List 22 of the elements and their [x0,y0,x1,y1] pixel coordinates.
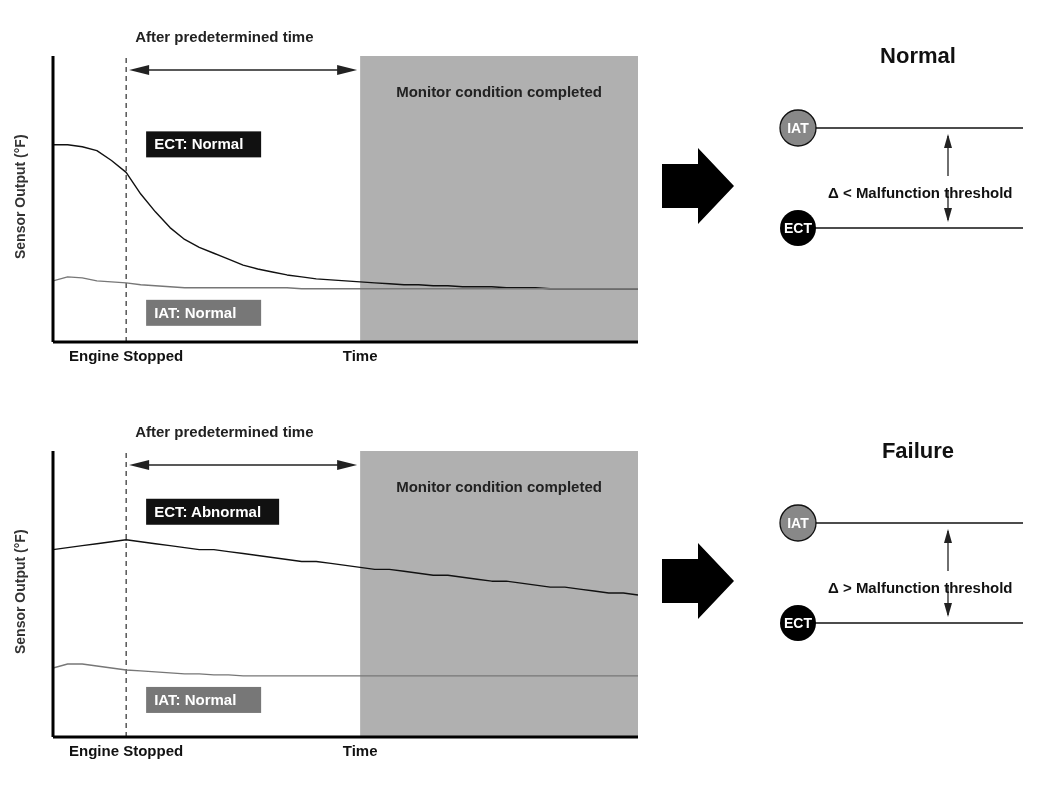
text: Δ < Malfunction threshold [828,184,1013,201]
y-axis-title: Sensor Output (°F) [11,134,28,259]
text: Δ > Malfunction threshold [828,579,1013,596]
x-tick-label: Time [342,741,378,759]
text: Failure [881,438,955,463]
text: ECT [784,220,813,236]
x-tick-label: Engine Stopped [69,346,184,364]
x-tick-label: Time [342,346,378,364]
text: Monitor condition completed [396,477,602,495]
series-label: IAT: Normal [154,690,237,708]
series-label: ECT: Abnormal [154,502,262,520]
series-label: IAT: Normal [154,303,237,321]
y-axis-title: Sensor Output (°F) [11,529,28,654]
text: IAT [787,515,810,531]
text: ECT: Normal [154,135,244,153]
text: Normal [880,43,956,68]
text: ECT [784,615,813,631]
text: IAT [787,120,810,136]
text: After predetermined time [135,28,314,45]
text: After predetermined time [135,423,314,440]
text: Monitor condition completed [396,82,602,100]
x-tick-label: Engine Stopped [69,741,184,759]
